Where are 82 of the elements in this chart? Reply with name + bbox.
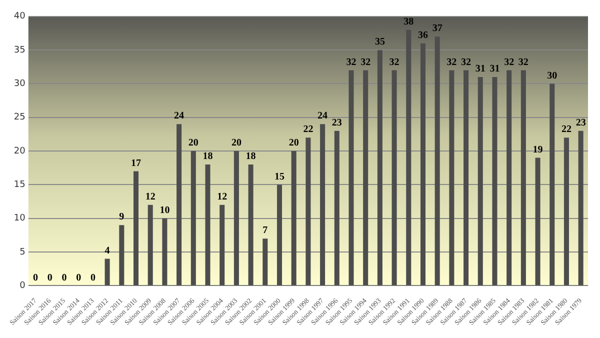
data-label: 10 xyxy=(160,204,170,216)
data-label: 31 xyxy=(475,64,486,75)
data-label: 32 xyxy=(346,56,356,68)
bar xyxy=(119,225,124,286)
bar xyxy=(492,77,498,286)
data-label: 12 xyxy=(217,192,228,203)
data-label: 9 xyxy=(119,212,124,223)
bar xyxy=(104,258,110,286)
bar xyxy=(306,138,311,286)
data-label: 37 xyxy=(432,23,442,34)
y-tick-label: 5 xyxy=(20,247,26,258)
data-label: 19 xyxy=(532,144,543,156)
bar xyxy=(449,70,454,286)
bar xyxy=(320,124,326,286)
data-label: 0 xyxy=(33,272,38,284)
y-tick-label: 35 xyxy=(14,45,26,56)
data-label: 20 xyxy=(231,138,242,149)
data-label: 24 xyxy=(174,110,184,122)
bar xyxy=(363,70,368,286)
data-label: 18 xyxy=(202,151,213,162)
bar xyxy=(464,70,469,286)
y-tick-label: 25 xyxy=(14,112,26,123)
data-label: 32 xyxy=(360,56,371,68)
bar xyxy=(377,50,382,286)
data-label: 18 xyxy=(246,151,256,162)
bar xyxy=(520,70,526,286)
bar xyxy=(478,77,483,286)
bar xyxy=(392,70,397,286)
y-tick-label: 20 xyxy=(14,146,26,156)
data-label: 0 xyxy=(62,272,67,284)
bar xyxy=(234,151,239,286)
data-label: 36 xyxy=(418,30,428,41)
bar xyxy=(550,84,555,286)
data-label: 32 xyxy=(518,56,528,68)
bar xyxy=(348,70,354,286)
bar xyxy=(420,43,426,286)
y-tick-label: 0 xyxy=(20,281,26,292)
bar xyxy=(535,158,540,286)
data-label: 17 xyxy=(131,158,142,169)
bar xyxy=(133,171,139,286)
data-label: 0 xyxy=(90,272,96,284)
bar xyxy=(506,70,512,286)
data-label: 4 xyxy=(104,245,110,256)
bar xyxy=(291,151,296,286)
data-label: 32 xyxy=(504,56,514,68)
data-label: 12 xyxy=(145,192,156,203)
bar xyxy=(190,151,196,286)
bar xyxy=(162,218,168,286)
data-label: 23 xyxy=(332,117,342,128)
data-label: 32 xyxy=(446,56,457,68)
data-label: 32 xyxy=(461,56,472,68)
data-label: 35 xyxy=(374,36,385,48)
data-label: 0 xyxy=(76,272,82,284)
bar xyxy=(564,138,569,286)
data-label: 24 xyxy=(318,110,328,122)
y-tick-label: 30 xyxy=(14,79,26,90)
y-tick-label: 15 xyxy=(14,180,26,190)
data-label: 30 xyxy=(547,70,558,82)
bar xyxy=(334,130,340,286)
bar xyxy=(220,204,225,286)
data-label: 22 xyxy=(561,124,572,136)
bar xyxy=(248,164,254,286)
bar xyxy=(434,36,440,286)
bar xyxy=(406,30,412,286)
data-label: 0 xyxy=(47,272,52,284)
data-label: 38 xyxy=(404,16,414,28)
y-tick-label: 40 xyxy=(14,12,26,22)
bar xyxy=(205,164,210,286)
bar xyxy=(148,204,153,286)
bar xyxy=(578,130,584,286)
data-label: 22 xyxy=(303,124,314,136)
data-label: 23 xyxy=(576,117,586,128)
bar xyxy=(276,184,282,286)
data-label: 7 xyxy=(262,225,268,236)
bar xyxy=(176,124,182,286)
data-label: 20 xyxy=(288,138,299,149)
data-label: 15 xyxy=(274,171,284,182)
y-tick-label: 10 xyxy=(14,214,26,224)
data-label: 31 xyxy=(490,64,500,75)
bar xyxy=(262,238,268,286)
data-label: 20 xyxy=(188,138,198,149)
data-label: 32 xyxy=(389,56,400,68)
